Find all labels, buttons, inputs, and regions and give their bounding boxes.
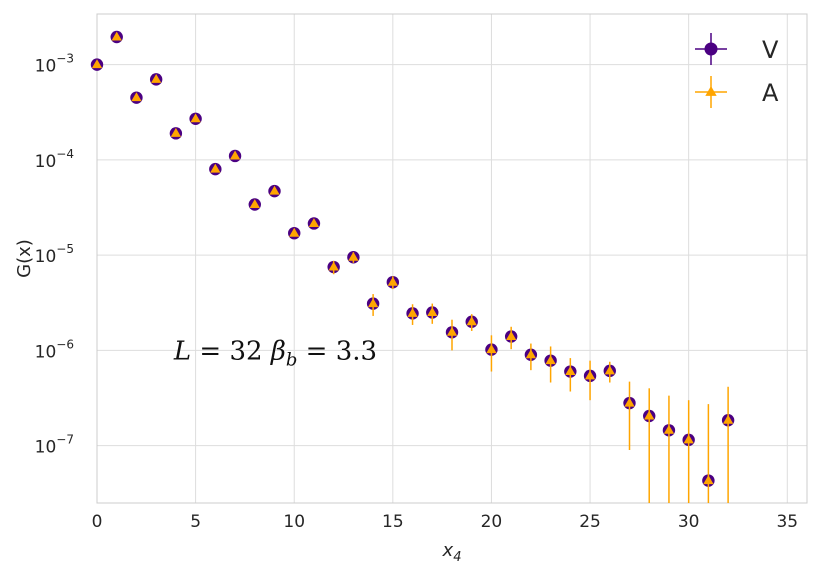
point-A — [703, 475, 714, 485]
point-A — [229, 150, 241, 160]
point-A — [131, 92, 142, 102]
point-A — [111, 31, 122, 41]
point-A — [308, 218, 320, 227]
y-axis-label: G(x) — [14, 239, 35, 278]
y-tick-label: 10−7 — [35, 433, 74, 458]
point-A — [466, 316, 477, 326]
point-A — [249, 199, 260, 209]
x-tick-label: 35 — [776, 512, 798, 532]
x-tick-labels: 0 5 10 15 20 25 30 35 — [92, 512, 799, 532]
legend-label-A: A — [762, 79, 779, 107]
x-tick-label: 30 — [678, 512, 700, 532]
grid-lines — [96, 14, 807, 503]
point-A — [722, 414, 734, 424]
y-tick-label: 10−5 — [35, 242, 74, 267]
point-A — [584, 370, 596, 380]
x-tick-label: 25 — [579, 512, 601, 532]
point-A — [506, 331, 517, 340]
y-tick-label: 10−4 — [35, 147, 74, 172]
legend-marker-V — [704, 42, 718, 56]
point-A — [644, 410, 655, 420]
legend-marker-A — [705, 86, 717, 96]
point-A — [525, 349, 537, 359]
x-axis-label: x4 — [442, 540, 462, 565]
point-A — [486, 344, 497, 354]
point-A — [210, 163, 221, 173]
point-A — [170, 127, 182, 137]
series-layer — [90, 30, 735, 503]
x-tick-label: 20 — [481, 512, 503, 532]
x-tick-label: 10 — [283, 512, 305, 532]
point-A — [289, 227, 300, 237]
point-A — [151, 73, 162, 83]
point-A — [348, 251, 359, 261]
x-tick-label: 15 — [382, 512, 404, 532]
point-A — [663, 424, 675, 434]
legend: VA — [695, 33, 779, 108]
y-tick-labels: 10−3 10−4 10−5 10−6 10−7 — [35, 52, 74, 458]
point-A — [545, 355, 556, 365]
point-A — [367, 298, 379, 308]
point-A — [565, 366, 576, 376]
series-A — [91, 31, 734, 503]
y-tick-label: 10−6 — [35, 337, 74, 362]
point-A — [683, 434, 694, 444]
x-tick-label: 0 — [92, 512, 103, 532]
point-A — [328, 261, 339, 271]
point-A — [604, 365, 615, 375]
point-A — [446, 326, 458, 336]
point-A — [387, 276, 398, 286]
point-A — [427, 307, 438, 316]
plot-frame — [96, 13, 808, 504]
legend-label-V: V — [762, 36, 779, 64]
point-A — [91, 59, 103, 69]
x-tick-label: 5 — [190, 512, 201, 532]
point-A — [624, 397, 635, 407]
point-A — [269, 185, 280, 195]
series-V — [90, 30, 735, 487]
point-A — [190, 113, 201, 123]
y-tick-label: 10−3 — [35, 52, 74, 77]
annotation: L = 32 βb = 3.3 — [173, 336, 377, 370]
point-A — [407, 307, 418, 317]
